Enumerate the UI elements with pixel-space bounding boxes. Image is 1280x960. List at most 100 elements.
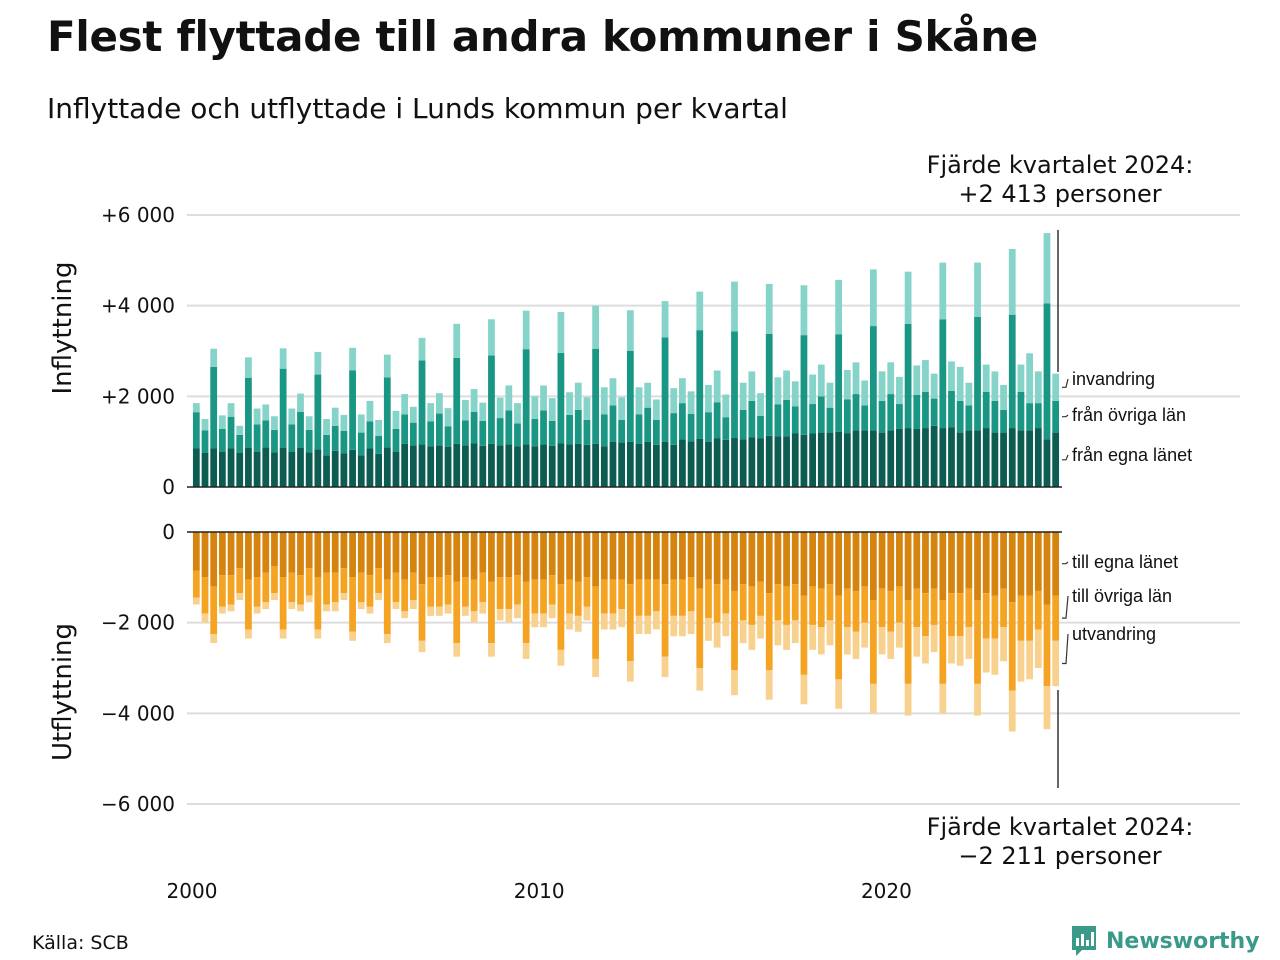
bar-out-segment	[227, 575, 235, 605]
bar-out-segment	[323, 532, 330, 573]
bar-in-segment	[896, 428, 903, 487]
bar-in-segment	[904, 428, 912, 487]
bar-in-segment	[435, 413, 443, 446]
bar-in-segment	[965, 430, 973, 487]
bar-out-segment	[548, 575, 556, 605]
bar-in-segment	[592, 305, 599, 349]
bar-out-segment	[809, 532, 816, 587]
bar-in-segment	[297, 448, 304, 487]
bar-out-segment	[262, 532, 270, 573]
bar-in-segment	[635, 414, 643, 444]
bar-out-segment	[878, 532, 886, 589]
bar-in-segment	[331, 407, 339, 426]
bar-in-segment	[852, 394, 860, 431]
bar-out-segment	[757, 615, 764, 639]
bar-in-segment	[809, 404, 816, 434]
bar-out-segment	[297, 575, 304, 605]
bar-out-segment	[201, 613, 209, 623]
bar-in-segment	[982, 364, 990, 392]
bar-in-segment	[444, 446, 452, 487]
series-label-out: utvandring	[1072, 624, 1156, 644]
bar-out-segment	[887, 631, 895, 659]
bar-out-segment	[861, 532, 869, 587]
bar-out-segment	[757, 581, 764, 616]
brand-name: Newsworthy	[1106, 928, 1260, 954]
bar-out-segment	[409, 572, 417, 600]
bar-out-segment	[297, 532, 304, 576]
bar-out-segment	[496, 577, 504, 610]
bar-in-segment	[661, 301, 669, 338]
bar-in-segment	[826, 407, 834, 433]
bar-out-segment	[210, 634, 218, 644]
bar-out-segment	[531, 579, 539, 614]
bar-out-segment	[1008, 532, 1016, 603]
bar-in-segment	[279, 448, 287, 487]
bar-out-segment	[557, 532, 565, 585]
bar-in-segment	[869, 326, 877, 431]
bar-in-segment	[661, 337, 669, 442]
bar-in-segment	[236, 434, 244, 453]
bar-in-segment	[323, 434, 330, 456]
bar-out-segment	[687, 577, 695, 612]
bar-out-segment	[1000, 532, 1007, 589]
bar-in-segment	[409, 445, 417, 487]
bar-out-segment	[592, 586, 599, 659]
bar-in-segment	[488, 355, 495, 444]
bar-out-segment	[800, 532, 808, 596]
bar-in-segment	[392, 451, 400, 487]
bar-in-segment	[253, 451, 261, 487]
bar-in-segment	[462, 399, 469, 421]
bar-out-segment	[852, 631, 860, 659]
bar-out-segment	[800, 674, 808, 705]
y-tick-label-bottom: −2 000	[101, 611, 175, 635]
bar-in-segment	[383, 377, 391, 448]
bar-out-segment	[479, 572, 487, 603]
bar-out-segment	[383, 532, 391, 580]
bar-out-segment	[679, 579, 686, 616]
bar-out-segment	[991, 532, 999, 596]
bar-in-segment	[1034, 403, 1042, 429]
bar-out-segment	[904, 683, 912, 716]
bar-out-segment	[444, 532, 452, 576]
bar-out-segment	[418, 532, 426, 585]
bar-in-segment	[479, 445, 487, 487]
bar-out-segment	[470, 579, 478, 612]
bar-in-segment	[1008, 249, 1016, 315]
bar-in-segment	[670, 444, 678, 487]
bar-out-segment	[626, 584, 634, 662]
bar-in-segment	[661, 441, 669, 487]
bar-in-segment	[548, 398, 556, 421]
bar-in-segment	[670, 413, 678, 445]
bar-in-segment	[765, 283, 773, 334]
bar-out-segment	[418, 640, 426, 653]
bar-out-segment	[626, 532, 634, 585]
bar-out-segment	[435, 577, 443, 607]
bar-out-segment	[696, 668, 704, 691]
bar-out-segment	[835, 532, 843, 596]
bar-in-segment	[887, 394, 895, 431]
bar-in-segment	[253, 408, 261, 425]
bar-out-segment	[192, 532, 200, 571]
bar-in-segment	[297, 393, 304, 412]
bar-out-segment	[522, 643, 530, 659]
bar-out-segment	[392, 532, 400, 573]
bar-in-segment	[548, 420, 556, 446]
bar-in-segment	[1052, 432, 1060, 487]
bar-in-segment	[305, 416, 313, 430]
bar-in-segment	[939, 428, 947, 487]
bar-in-segment	[566, 414, 573, 445]
y-tick-label-top: 0	[162, 475, 175, 499]
bar-in-segment	[705, 441, 712, 487]
bar-in-segment	[227, 416, 235, 449]
bar-out-segment	[392, 602, 400, 610]
bar-in-segment	[592, 443, 599, 487]
bar-in-segment	[843, 433, 851, 487]
series-label-in: invandring	[1072, 369, 1155, 389]
bar-out-segment	[496, 532, 504, 578]
bar-out-segment	[652, 579, 660, 612]
bar-out-segment	[210, 586, 218, 634]
bar-out-segment	[913, 627, 921, 657]
bar-in-segment	[618, 442, 626, 487]
bar-out-segment	[661, 584, 669, 657]
bar-out-segment	[600, 532, 608, 580]
